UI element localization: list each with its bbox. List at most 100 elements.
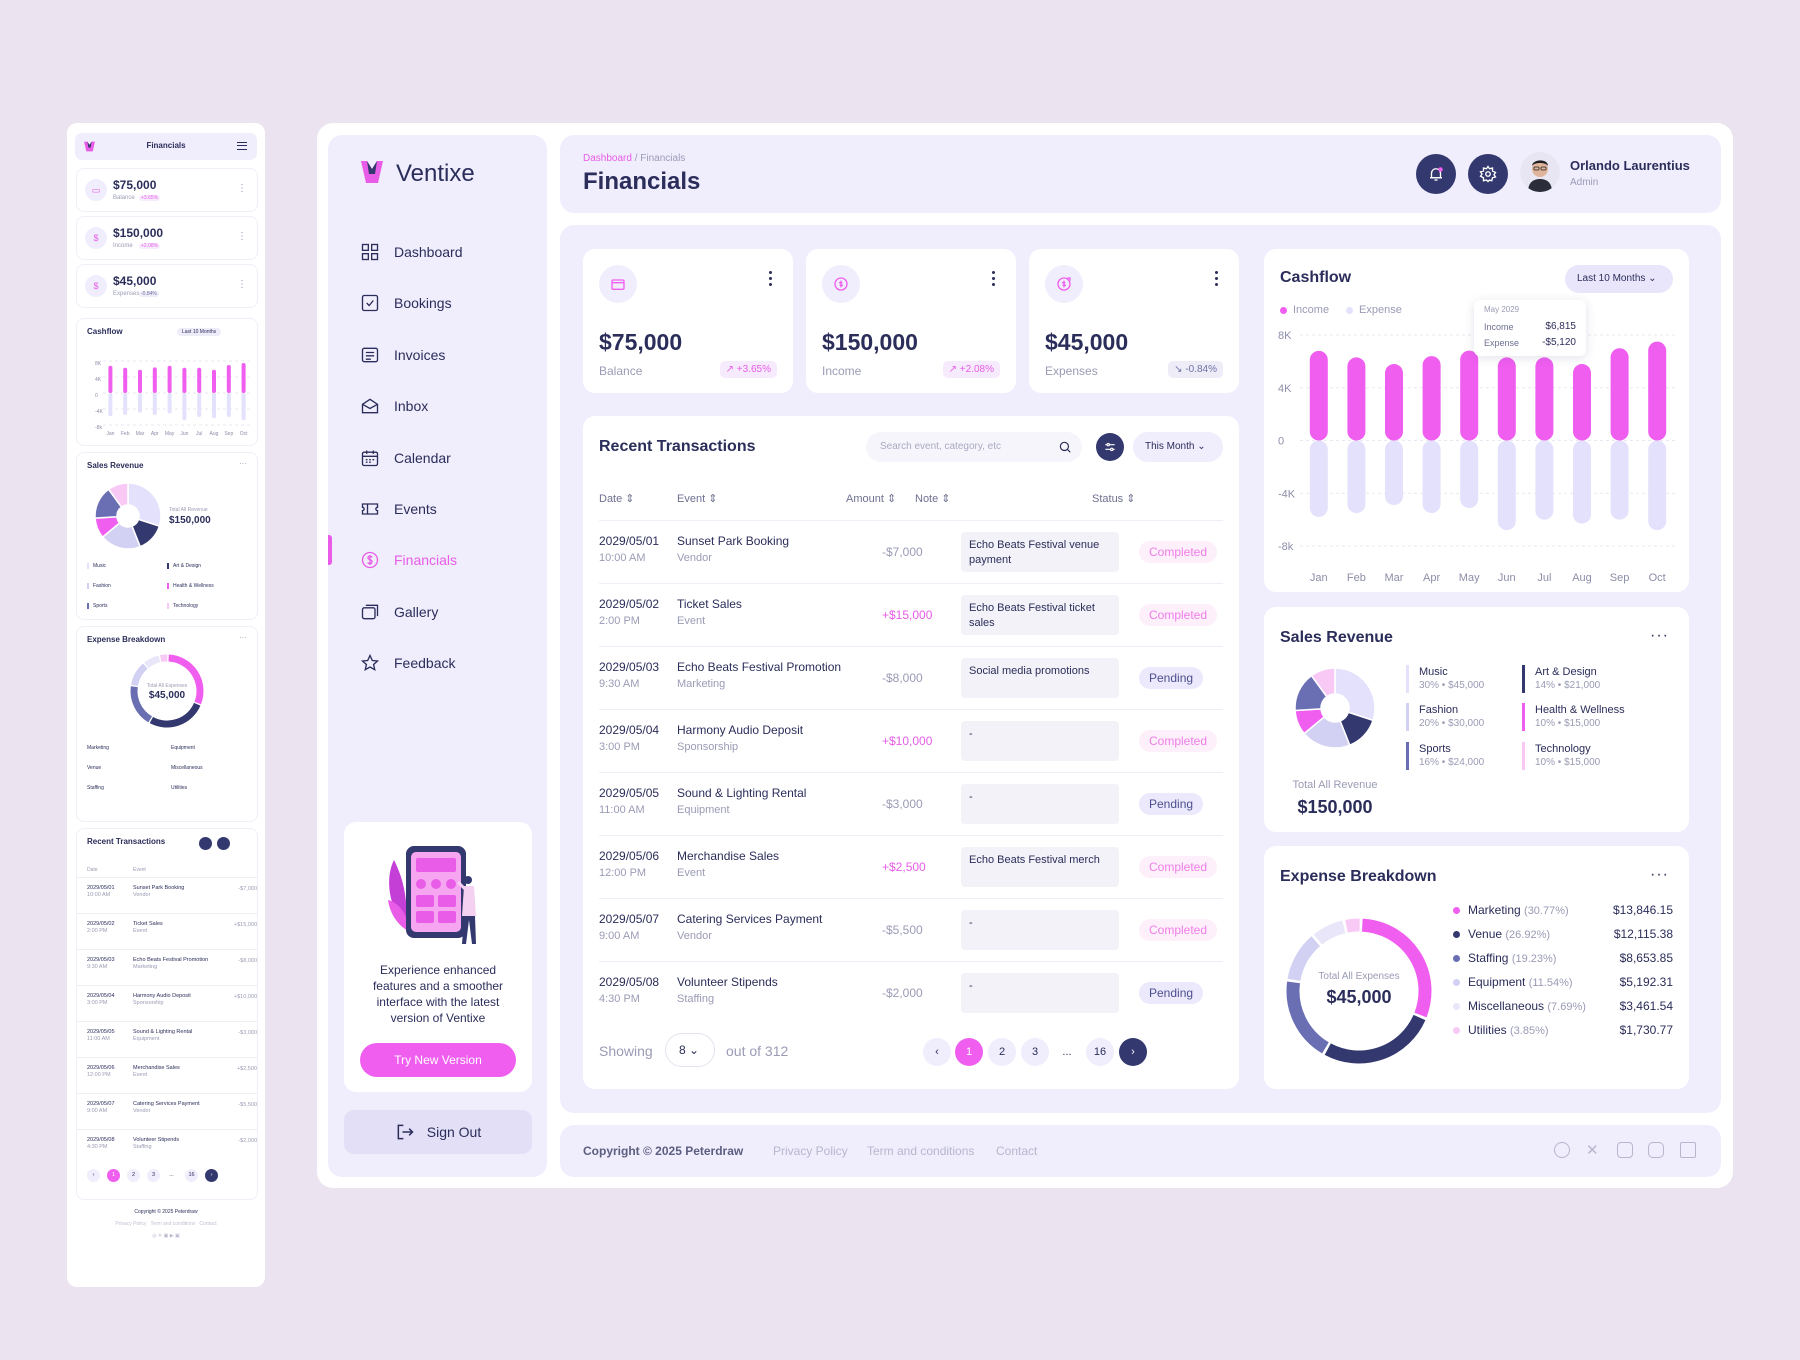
date-cell: 2029/05/04 3:00 PM <box>87 993 115 1007</box>
slice-technology <box>107 482 129 509</box>
bar-income-mar <box>1385 364 1403 441</box>
page-button[interactable]: 16 <box>185 1169 198 1182</box>
more-icon[interactable]: ··· <box>1650 627 1669 644</box>
breadcrumb-dashboard-link[interactable]: Dashboard <box>583 153 632 164</box>
period-select[interactable]: This Month ⌄ <box>1133 432 1223 462</box>
x-tick-label: Mar <box>1385 572 1404 584</box>
sidebar-item-gallery[interactable]: Gallery <box>360 600 438 624</box>
more-icon[interactable]: ⋮ <box>237 183 247 194</box>
date-cell: 2029/05/08 4:30 PM <box>87 1137 115 1151</box>
sidebar-item-inbox[interactable]: Inbox <box>360 394 428 418</box>
search-input[interactable]: Search event, category, etc <box>866 432 1082 462</box>
facebook-icon[interactable] <box>1554 1142 1570 1158</box>
sidebar-item-bookings[interactable]: Bookings <box>360 291 452 315</box>
page-button[interactable]: 1 <box>107 1169 120 1182</box>
prev-page-icon[interactable]: ‹ <box>923 1038 951 1066</box>
linkedin-icon[interactable] <box>1680 1142 1696 1158</box>
more-icon[interactable]: ··· <box>239 633 247 642</box>
event-name: Harmony Audio Deposit <box>677 723 804 737</box>
legend-detail: 10% • $15,000 <box>1535 718 1601 729</box>
column-header-note[interactable]: Note ⇕ <box>915 493 951 505</box>
date: 2029/05/08 <box>87 1137 115 1143</box>
logo-icon <box>361 161 383 183</box>
instagram-icon[interactable] <box>1617 1142 1633 1158</box>
bar-income-jan <box>1309 350 1328 441</box>
event-cell: Ticket Sales Event <box>133 921 163 935</box>
settings-button[interactable] <box>1468 154 1508 194</box>
bar-income-oct <box>1648 341 1667 441</box>
column-header-date[interactable]: Date ⇕ <box>599 493 635 505</box>
expense-breakdown-card: Expense Breakdown ··· Total All Expenses… <box>1264 846 1689 1089</box>
range-select[interactable]: Last 10 Months ⌄ <box>1565 265 1673 293</box>
legend-dot <box>1453 955 1460 962</box>
gear-icon <box>1479 165 1497 183</box>
sign-out-button[interactable]: Sign Out <box>344 1110 532 1154</box>
more-icon[interactable] <box>1215 271 1219 287</box>
sidebar-item-dashboard[interactable]: Dashboard <box>360 240 463 264</box>
x-tick-label: Feb <box>1347 572 1366 584</box>
total-count: out of 312 <box>726 1043 789 1059</box>
sidebar-item-feedback[interactable]: Feedback <box>360 651 455 675</box>
sidebar-item-label: Bookings <box>394 295 452 312</box>
more-icon[interactable] <box>992 271 996 287</box>
page-button[interactable]: 2 <box>988 1038 1016 1066</box>
page-button[interactable]: 1 <box>955 1038 983 1066</box>
expense-name: Staffing <box>1468 951 1509 965</box>
bar-expense-jun <box>182 393 187 421</box>
sidebar-item-events[interactable]: Events <box>360 497 437 521</box>
page-button[interactable]: 3 <box>147 1169 160 1182</box>
column-header-status[interactable]: Status ⇕ <box>1092 493 1136 505</box>
date: 2029/05/03 <box>87 957 115 963</box>
range-value: Last 10 Months <box>1577 273 1646 284</box>
x-icon[interactable]: ✕ <box>1586 1142 1599 1159</box>
more-icon[interactable]: ⋮ <box>237 231 247 242</box>
page-button[interactable]: 3 <box>1021 1038 1049 1066</box>
tooltip-label: Income <box>1484 322 1514 332</box>
sidebar-item-calendar[interactable]: Calendar <box>360 446 451 470</box>
try-new-version-button[interactable]: Try New Version <box>360 1043 516 1077</box>
more-icon[interactable] <box>769 271 773 287</box>
more-icon[interactable]: ··· <box>239 459 247 468</box>
notifications-button[interactable] <box>1416 154 1456 194</box>
x-tick-label: Jul <box>1537 572 1551 584</box>
page-button[interactable]: 2 <box>127 1169 140 1182</box>
youtube-icon[interactable] <box>1648 1142 1664 1158</box>
table-row: 2029/05/08 4:30 PM Volunteer Stipends Staff… <box>77 1129 257 1161</box>
event-cell: Sound & Lighting Rental Equipment <box>133 1029 192 1043</box>
event-cell: Volunteer Stipends Staffing <box>677 975 778 1005</box>
more-icon[interactable]: ··· <box>1650 866 1669 883</box>
legend-item-venue: Venue (26.92%) $12,115.38 <box>1453 927 1673 943</box>
mobile-footer-links[interactable]: Privacy Policy Term and conditions Conta… <box>115 1221 217 1227</box>
range-select[interactable]: Last 10 Months <box>177 328 222 336</box>
filter-icon[interactable] <box>217 837 230 850</box>
per-page-select[interactable]: 8 ⌄ <box>665 1033 715 1067</box>
avatar[interactable] <box>1520 152 1560 192</box>
table-row: 2029/05/06 12:00 PM Merchandise Sales Event… <box>77 1057 257 1089</box>
privacy-policy-link[interactable]: Privacy Policy <box>773 1144 848 1158</box>
prev-page-icon[interactable]: ‹ <box>87 1169 100 1182</box>
menu-icon[interactable] <box>237 142 247 150</box>
search-icon[interactable] <box>199 837 212 850</box>
next-page-icon[interactable]: › <box>205 1169 218 1182</box>
next-page-icon[interactable]: › <box>1119 1038 1147 1066</box>
column-header-event[interactable]: Event ⇕ <box>677 493 718 505</box>
terms-link[interactable]: Term and conditions <box>867 1144 975 1158</box>
page-button[interactable]: 16 <box>1086 1038 1114 1066</box>
filter-button[interactable] <box>1096 433 1124 461</box>
stat-value: $150,000 <box>822 329 918 355</box>
contact-link[interactable]: Contact <box>996 1144 1038 1158</box>
slice-music <box>1334 667 1376 722</box>
mobile-social-icons[interactable]: ◎ ✕ ▣ ▶ ▣ <box>152 1233 180 1239</box>
x-tick-label: Oct <box>240 431 248 437</box>
table-row: 2029/05/03 9:30 AM Echo Beats Festival Pro… <box>599 646 1223 709</box>
x-tick-label: May <box>165 431 175 437</box>
more-icon[interactable]: ⋮ <box>237 279 247 290</box>
mobile-title: Financials <box>146 141 186 150</box>
sidebar-item-financials[interactable]: Financials <box>360 548 457 572</box>
note: Echo Beats Festival merch <box>961 847 1119 887</box>
star-icon <box>360 653 380 673</box>
column-header-amount[interactable]: Amount ⇕ <box>846 493 897 505</box>
invoice-icon <box>360 345 380 365</box>
time: 9:00 AM <box>599 930 640 942</box>
sidebar-item-invoices[interactable]: Invoices <box>360 343 445 367</box>
